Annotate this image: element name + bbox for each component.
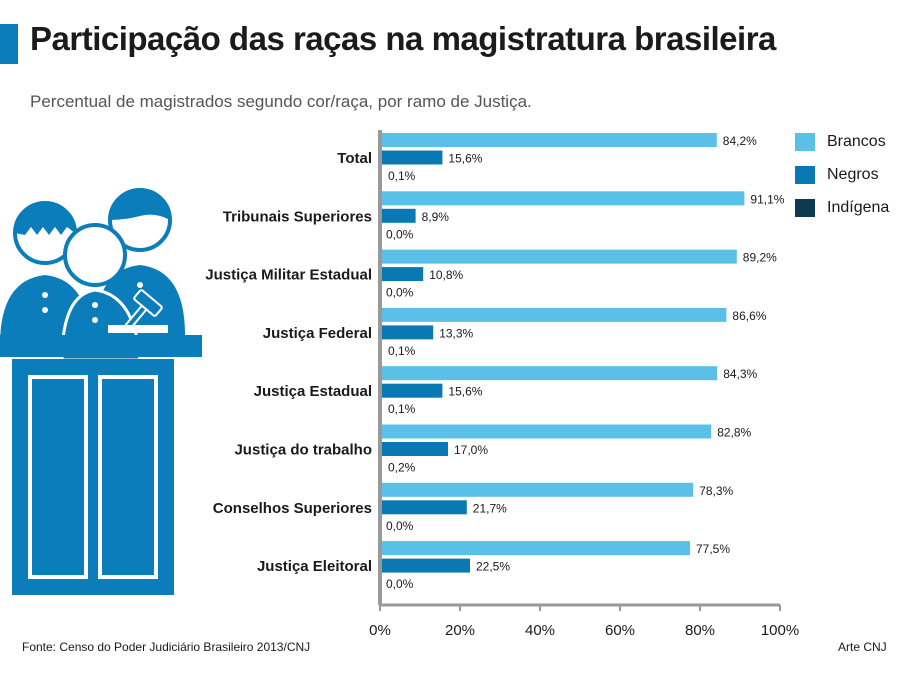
credit-note: Arte CNJ <box>838 640 887 654</box>
data-label: 13,3% <box>439 326 473 340</box>
bar-negros <box>380 325 434 340</box>
data-label: 89,2% <box>743 251 777 265</box>
bar-negros <box>380 383 443 398</box>
data-label: 84,3% <box>723 367 757 381</box>
data-label: 21,7% <box>473 501 507 515</box>
bar-brancos <box>380 133 717 147</box>
legend-item: Indígena <box>795 198 889 218</box>
data-label: 0,0% <box>386 286 414 300</box>
legend-label: Brancos <box>827 133 886 150</box>
podium-icon <box>0 335 202 595</box>
data-label: 78,3% <box>699 484 733 498</box>
data-label: 17,0% <box>454 443 488 457</box>
legend-swatch <box>795 166 815 184</box>
data-label: 15,6% <box>448 385 482 399</box>
legend-swatch <box>795 199 815 217</box>
data-label: 0,0% <box>386 519 414 533</box>
judges-illustration <box>0 188 202 595</box>
data-label: 10,8% <box>429 268 463 282</box>
x-tick-label: 100% <box>761 622 799 639</box>
x-tick-label: 60% <box>605 622 635 639</box>
bar-negros <box>380 558 470 573</box>
bar-brancos <box>380 307 727 322</box>
category-label: Tribunais Superiores <box>223 208 372 225</box>
x-tick-label: 80% <box>685 622 715 639</box>
category-label: Justiça do trabalho <box>234 442 372 459</box>
bar-brancos <box>380 424 712 439</box>
x-tick-label: 0% <box>369 622 391 639</box>
category-label: Justiça Militar Estadual <box>205 267 372 284</box>
bar-brancos <box>380 191 745 206</box>
chart-title: Participação das raças na magistratura b… <box>30 20 776 57</box>
source-note: Fonte: Censo do Poder Judiciário Brasile… <box>22 640 311 654</box>
bar-brancos <box>380 541 690 556</box>
bar-negros <box>380 442 448 456</box>
data-label: 91,1% <box>750 192 784 206</box>
data-label: 0,0% <box>386 227 414 241</box>
bar-negros <box>380 500 467 515</box>
data-label: 0,1% <box>388 402 416 416</box>
legend-label: Negros <box>827 166 879 183</box>
data-label: 15,6% <box>448 152 482 166</box>
data-label: 0,1% <box>388 169 416 183</box>
title-accent-bar <box>0 24 18 64</box>
x-tick-label: 40% <box>525 622 555 639</box>
x-tick-label: 20% <box>445 622 475 639</box>
category-label: Justiça Estadual <box>254 383 372 400</box>
data-label: 0,2% <box>388 461 416 475</box>
bar-negros <box>380 208 416 223</box>
bar-brancos <box>380 482 694 497</box>
category-label: Conselhos Superiores <box>213 500 372 517</box>
legend-item: Negros <box>795 165 889 185</box>
bar-brancos <box>380 366 718 381</box>
data-label: 86,6% <box>732 309 766 323</box>
bar-negros <box>380 267 424 282</box>
data-label: 82,8% <box>717 426 751 440</box>
chart-subtitle: Percentual de magistrados segundo cor/ra… <box>30 92 532 111</box>
judges-group-icon <box>0 188 185 362</box>
legend-swatch <box>795 133 815 151</box>
bar-negros <box>380 150 443 165</box>
chart-legend: Brancos Negros Indígena <box>795 132 889 231</box>
legend-label: Indígena <box>827 199 890 216</box>
category-label: Total <box>337 150 372 167</box>
data-label: 8,9% <box>422 210 450 224</box>
category-label: Justiça Federal <box>263 325 372 342</box>
data-label: 22,5% <box>476 560 510 574</box>
category-label: Justiça Eleitoral <box>257 558 372 575</box>
data-label: 77,5% <box>696 542 730 556</box>
legend-item: Brancos <box>795 132 889 152</box>
data-label: 84,2% <box>723 134 757 148</box>
data-label: 0,0% <box>386 577 414 591</box>
bar-brancos <box>380 249 737 264</box>
data-label: 0,1% <box>388 344 416 358</box>
